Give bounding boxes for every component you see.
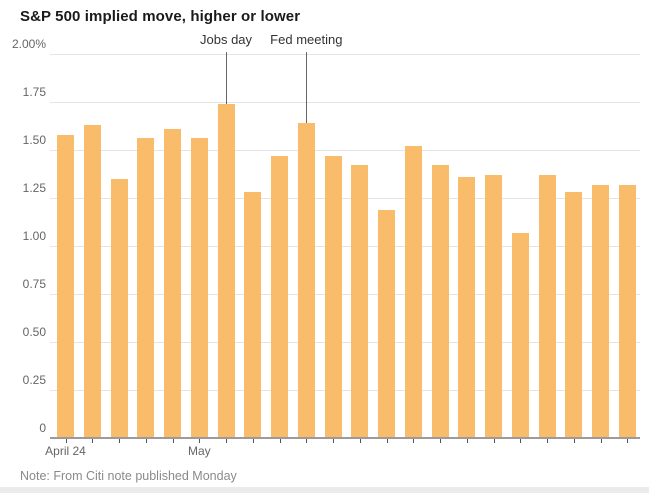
annotation-line	[306, 52, 308, 124]
gridline	[50, 341, 640, 343]
gridline	[50, 149, 640, 151]
x-axis-label: May	[187, 444, 211, 458]
x-axis-tick	[493, 439, 495, 443]
chart-bar	[83, 125, 101, 438]
y-axis-label: 0.25	[22, 373, 46, 387]
y-axis-label: 0	[39, 421, 46, 435]
chart-bar	[378, 209, 396, 438]
chart-bar	[57, 134, 74, 438]
x-axis-tick	[119, 439, 120, 443]
gridline	[50, 293, 640, 295]
x-axis-tick	[92, 439, 94, 443]
x-axis-tick	[466, 439, 468, 443]
chart-bar	[458, 176, 476, 438]
chart-bar	[271, 155, 289, 438]
chart-bar	[297, 123, 315, 438]
x-axis-tick	[359, 439, 361, 443]
annotation-line	[226, 52, 228, 104]
x-axis-tick	[145, 439, 147, 443]
chart-bar	[511, 232, 529, 438]
x-axis-tick	[279, 439, 281, 443]
chart-bar	[164, 128, 182, 438]
x-axis-tick	[199, 439, 201, 443]
x-axis-tick	[252, 439, 254, 443]
chart-bar	[217, 103, 235, 438]
chart-bar	[244, 192, 262, 438]
source-note: Note: From Citi note published Monday	[20, 469, 237, 483]
y-axis-label: 0.75	[22, 277, 46, 291]
gridline	[50, 101, 640, 103]
chart-bar	[110, 178, 128, 438]
x-axis-tick	[440, 439, 442, 443]
chart-bar	[565, 192, 583, 438]
annotation-jobs-day: Jobs day	[200, 32, 253, 47]
chart-bar	[351, 165, 369, 438]
x-axis-tick	[600, 439, 602, 443]
x-axis-tick	[547, 439, 549, 443]
x-axis-tick	[65, 439, 67, 443]
x-axis-tick	[333, 439, 335, 443]
x-axis-tick	[627, 439, 629, 443]
x-axis-tick	[520, 439, 522, 443]
chart-bar	[485, 174, 503, 438]
annotation-fed-meeting: Fed meeting	[270, 32, 343, 47]
y-axis-label: 1.25	[22, 181, 46, 195]
y-axis-label: 1.00	[22, 229, 46, 243]
x-axis-tick	[172, 439, 174, 443]
chart-bar	[592, 184, 610, 438]
x-axis-line	[50, 437, 640, 439]
chart-bar	[404, 146, 422, 438]
gridline	[50, 245, 640, 247]
x-axis-tick	[386, 439, 388, 443]
chart-bar	[618, 184, 636, 438]
x-axis-label: April 24	[45, 444, 86, 458]
chart-bar	[324, 155, 342, 438]
chart-bar	[137, 138, 155, 438]
x-axis-tick	[413, 439, 415, 443]
gridline	[50, 53, 640, 55]
x-axis-tick	[226, 439, 228, 443]
chart-bar	[190, 138, 208, 438]
y-axis-label: 1.50	[22, 133, 46, 147]
gridline	[50, 389, 640, 391]
y-axis-label: 0.50	[22, 325, 46, 339]
y-axis-label: 2.00%	[11, 37, 46, 51]
chart-bar	[431, 165, 449, 438]
gridline	[50, 197, 640, 199]
x-axis-tick	[573, 439, 575, 443]
chart-title: S&P 500 implied move, higher or lower	[20, 8, 301, 25]
y-axis-label: 1.75	[22, 85, 46, 99]
chart-bar	[538, 174, 556, 438]
x-axis-tick	[306, 439, 308, 443]
bottom-divider	[0, 487, 649, 493]
